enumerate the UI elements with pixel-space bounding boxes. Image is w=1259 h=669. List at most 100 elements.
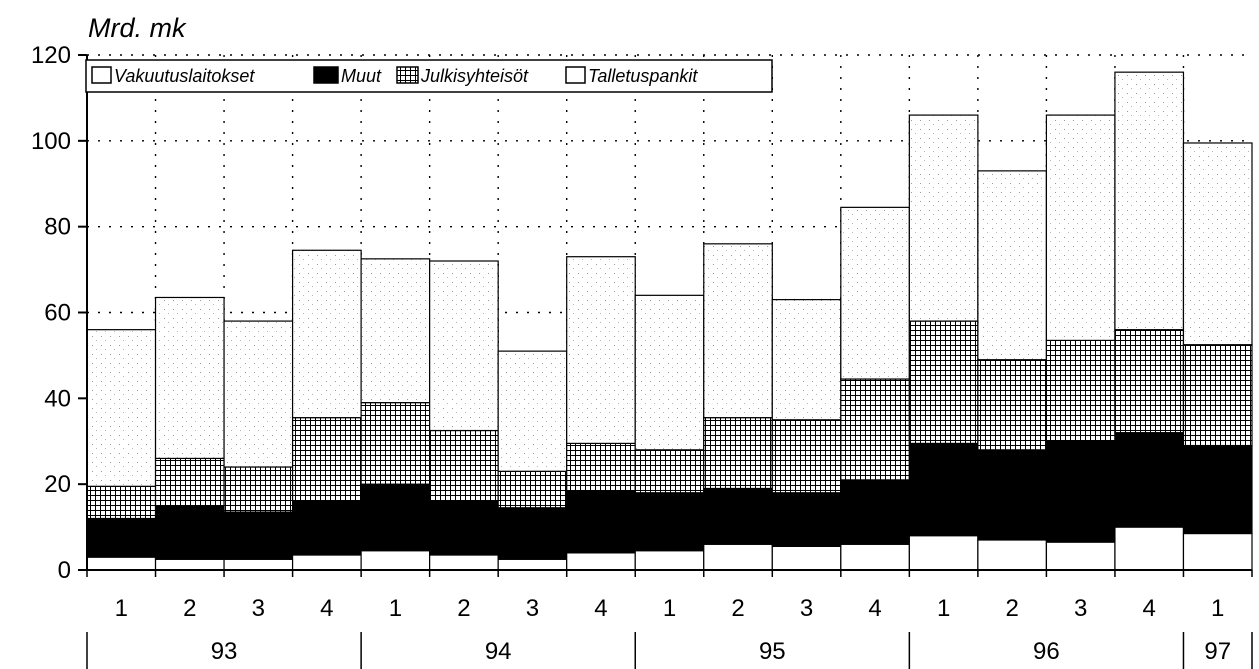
y-axis-ticks: 0 20 40 60 80 100 120	[31, 42, 87, 584]
bar-segment-muut	[634, 492, 705, 552]
bar-segment-talletuspankit	[1182, 142, 1253, 346]
bar-segment-vakuutuslaitokset	[429, 554, 499, 571]
bar-segment-julkisyhteisot	[703, 417, 773, 490]
x-tick-label: 2	[457, 595, 470, 622]
x-tick-label: 3	[800, 595, 813, 622]
bar-segment-vakuutuslaitokset	[977, 539, 1048, 571]
bar-segment-vakuutuslaitokset	[1114, 526, 1185, 571]
bar-segment-muut	[291, 500, 362, 556]
bar-segment-talletuspankit	[1045, 114, 1116, 341]
legend-box	[85, 59, 773, 93]
bar-segment-muut	[1045, 440, 1116, 543]
x-tick-label: 4	[594, 595, 607, 622]
x-tick-label: 1	[937, 595, 950, 622]
bar-segment-muut	[566, 490, 636, 554]
bar-segment-muut	[703, 487, 773, 545]
x-tick-label: 4	[1143, 595, 1156, 622]
legend-label-talletuspankit: Talletuspankit	[588, 66, 698, 86]
bar-segment-julkisyhteisot	[908, 320, 979, 444]
bars	[86, 71, 1253, 571]
legend-item-muut: Muut	[313, 66, 382, 86]
bar-segment-talletuspankit	[566, 256, 636, 444]
x-tick-label: 2	[1005, 595, 1018, 622]
year-labels: 93 94 95 96 97	[86, 632, 1253, 669]
bar-segment-talletuspankit	[840, 206, 910, 380]
bar-segment-muut	[429, 500, 499, 556]
y-tick-label: 60	[44, 300, 71, 327]
bar-segment-vakuutuslaitokset	[1182, 532, 1253, 571]
legend-swatch-julkisyhteisot	[396, 66, 419, 84]
x-axis-ticks: 1 2 3 4 1 2 3 4 1 2 3 4 1 2 3 4 1	[86, 570, 1253, 622]
bar-segment-muut	[908, 442, 979, 537]
bar-segment-julkisyhteisot	[840, 378, 910, 481]
legend-item-vakuutuslaitokset: Vakuutuslaitokset	[91, 66, 255, 86]
legend-swatch-talletuspankit	[565, 66, 586, 84]
legend-swatch-vakuutuslaitokset	[91, 66, 112, 84]
bar-segment-muut	[223, 511, 294, 560]
bar-segment-vakuutuslaitokset	[840, 543, 910, 571]
bar-segment-muut	[840, 479, 910, 545]
bar-segment-talletuspankit	[977, 170, 1048, 361]
bar-segment-julkisyhteisot	[86, 485, 157, 520]
bar-segment-vakuutuslaitokset	[291, 554, 362, 571]
legend: Vakuutuslaitokset Muut Julkisyhteisöt Ta…	[85, 59, 773, 93]
year-label: 95	[759, 638, 786, 665]
x-tick-label: 1	[663, 595, 676, 622]
y-tick-label: 0	[58, 557, 71, 584]
bar-segment-julkisyhteisot	[429, 429, 499, 502]
bar-segment-muut	[360, 483, 431, 552]
bar-segment-talletuspankit	[634, 294, 705, 451]
bar-segment-talletuspankit	[154, 296, 225, 460]
x-tick-label: 1	[389, 595, 402, 622]
x-tick-label: 1	[115, 595, 128, 622]
bar-segment-julkisyhteisot	[223, 466, 294, 513]
bar-segment-julkisyhteisot	[566, 442, 636, 492]
bar-segment-talletuspankit	[291, 249, 362, 419]
bar-segment-muut	[86, 517, 157, 558]
bar-segment-julkisyhteisot	[154, 457, 225, 507]
bar-segment-julkisyhteisot	[291, 417, 362, 502]
bar-segment-vakuutuslaitokset	[908, 535, 979, 571]
bar-segment-muut	[1114, 432, 1185, 528]
bar-segment-vakuutuslaitokset	[634, 550, 705, 571]
bar-segment-muut	[497, 507, 568, 560]
bar-segment-vakuutuslaitokset	[497, 558, 568, 571]
bar-segment-julkisyhteisot	[771, 419, 842, 494]
bar-segment-talletuspankit	[771, 299, 842, 421]
bar-segment-muut	[977, 449, 1048, 541]
bar-segment-talletuspankit	[1114, 71, 1185, 331]
y-tick-label: 100	[31, 128, 71, 155]
y-tick-label: 20	[44, 471, 71, 498]
bar-segment-muut	[1182, 444, 1253, 535]
bar-segment-vakuutuslaitokset	[360, 550, 431, 571]
bar-segment-julkisyhteisot	[634, 449, 705, 494]
bar-segment-vakuutuslaitokset	[771, 545, 842, 571]
x-tick-label: 2	[183, 595, 196, 622]
legend-label-vakuutuslaitokset: Vakuutuslaitokset	[114, 66, 255, 86]
x-tick-label: 3	[252, 595, 265, 622]
bar-segment-talletuspankit	[360, 258, 431, 404]
bar-segment-vakuutuslaitokset	[86, 556, 157, 571]
year-label: 96	[1033, 638, 1060, 665]
x-tick-label: 2	[731, 595, 744, 622]
bar-segment-talletuspankit	[497, 350, 568, 472]
bar-segment-julkisyhteisot	[360, 402, 431, 485]
year-label: 97	[1204, 638, 1231, 665]
bar-segment-vakuutuslaitokset	[223, 558, 294, 571]
legend-label-muut: Muut	[341, 66, 382, 86]
year-label: 93	[211, 638, 238, 665]
x-tick-label: 4	[868, 595, 881, 622]
bar-segment-julkisyhteisot	[497, 470, 568, 509]
x-tick-label: 3	[526, 595, 539, 622]
bar-segment-julkisyhteisot	[1114, 329, 1185, 434]
y-tick-label: 120	[31, 42, 71, 69]
bar-segment-muut	[771, 492, 842, 547]
y-tick-label: 40	[44, 385, 71, 412]
bar-segment-muut	[154, 505, 225, 560]
bar-segment-talletuspankit	[429, 260, 499, 432]
bar-segment-vakuutuslaitokset	[703, 543, 773, 571]
unit-label: Mrd. mk	[88, 13, 187, 43]
bar-segment-julkisyhteisot	[977, 359, 1048, 451]
bar-segment-vakuutuslaitokset	[1045, 541, 1116, 571]
